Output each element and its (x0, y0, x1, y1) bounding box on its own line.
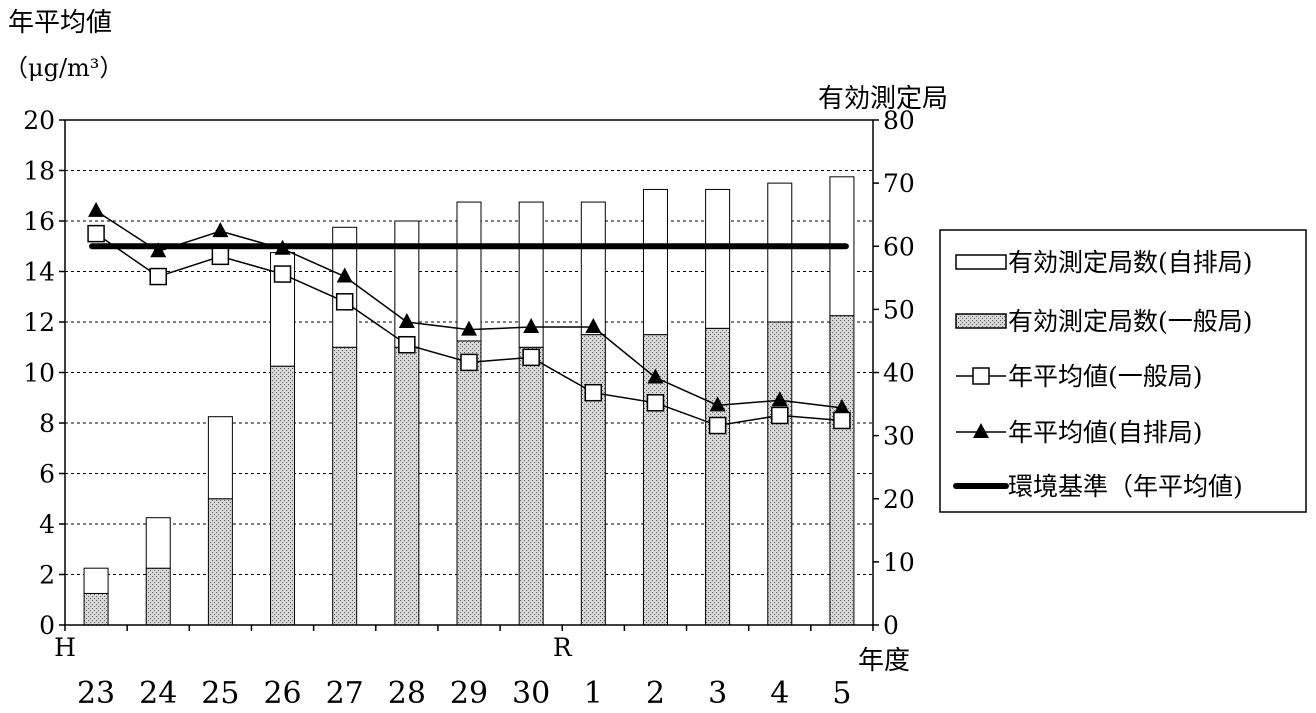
bar-general-6 (456, 340, 482, 626)
bar-general-10 (705, 327, 731, 626)
left-tick-label: 18 (23, 157, 55, 186)
marker-square-0 (87, 224, 105, 243)
bar-auto-8 (580, 201, 606, 336)
marker-square-5 (398, 335, 416, 354)
right-tick-label: 70 (883, 169, 915, 198)
right-tick-label: 80 (883, 106, 915, 135)
bar-auto-5 (394, 220, 420, 348)
bar-auto-11 (767, 182, 793, 323)
marker-square-4 (335, 293, 354, 311)
bar-auto-6 (456, 201, 482, 342)
marker-triangle-1 (150, 242, 167, 258)
legend-square-marker (972, 367, 990, 385)
marker-square-3 (273, 265, 292, 283)
left-tick-label: 20 (23, 106, 55, 135)
era-label: H (54, 633, 76, 662)
marker-triangle-10 (709, 396, 726, 412)
bar-general-7 (518, 346, 544, 626)
legend-label: 有効測定局数(一般局) (1008, 307, 1253, 336)
left-tick-label: 16 (23, 207, 55, 236)
marker-triangle-12 (833, 398, 850, 414)
marker-triangle-11 (771, 391, 788, 407)
x-tick-label: 26 (263, 676, 301, 711)
bar-general-8 (580, 334, 606, 626)
x-tick-label: 1 (584, 676, 603, 711)
bar-auto-10 (705, 188, 731, 329)
marker-square-10 (708, 416, 727, 435)
marker-triangle-5 (398, 313, 415, 328)
bar-general-3 (270, 365, 296, 626)
bar-general-11 (767, 321, 793, 626)
bar-general-0 (83, 592, 109, 626)
marker-triangle-7 (523, 318, 540, 334)
marker-square-12 (833, 411, 851, 430)
x-tick-label: 23 (77, 676, 115, 711)
marker-triangle-6 (461, 320, 477, 336)
legend-swatch-general-bar (955, 313, 1007, 329)
left-tick-label: 2 (39, 561, 55, 590)
marker-square-11 (771, 406, 789, 425)
legend-box (939, 229, 1307, 513)
right-tick-label: 10 (883, 548, 915, 577)
x-tick-label: 2 (646, 676, 665, 711)
legend-label: 年平均値(一般局) (1008, 362, 1203, 391)
marker-triangle-2 (212, 222, 229, 238)
bar-auto-9 (642, 188, 668, 336)
x-tick-label: 25 (201, 676, 239, 711)
legend-label: 年平均値(自排局) (1008, 418, 1203, 447)
x-tick-label: 27 (326, 676, 364, 711)
right-tick-label: 40 (883, 359, 915, 388)
x-tick-label: 3 (708, 676, 727, 711)
marker-triangle-9 (647, 368, 664, 384)
bar-auto-2 (207, 416, 233, 500)
left-tick-label: 8 (39, 409, 55, 438)
legend-triangle-marker (973, 423, 989, 438)
right-tick-label: 30 (883, 422, 915, 451)
left-tick-label: 10 (23, 359, 55, 388)
marker-square-2 (211, 247, 230, 266)
left-tick-label: 0 (39, 611, 55, 640)
right-tick-label: 0 (883, 611, 899, 640)
marker-square-8 (584, 383, 603, 402)
marker-square-6 (460, 353, 478, 372)
right-tick-label: 20 (883, 485, 915, 514)
bar-general-4 (332, 346, 358, 626)
legend: 有効測定局数(自排局) 有効測定局数(一般局) 年平均値(一般局) 年平均値(自排局)… (939, 229, 1307, 513)
x-tick-label: 5 (832, 676, 851, 711)
marker-triangle-3 (274, 239, 291, 255)
right-tick-label: 60 (883, 232, 915, 261)
right-tick-label: 50 (883, 295, 915, 324)
x-tick-label: 30 (512, 676, 550, 711)
bar-general-5 (394, 346, 420, 626)
bar-auto-1 (145, 517, 171, 569)
left-tick-label: 14 (23, 258, 55, 287)
left-tick-label: 12 (23, 308, 55, 337)
x-axis-unit: 年度 (858, 646, 911, 676)
bar-general-2 (207, 498, 233, 626)
left-tick-label: 4 (39, 510, 55, 539)
bar-general-12 (829, 315, 855, 626)
x-tick-label: 28 (388, 676, 426, 711)
legend-label: 有効測定局数(自排局) (1008, 248, 1253, 277)
marker-square-9 (646, 394, 665, 412)
x-tick-label: 24 (139, 676, 177, 711)
legend-swatch-auto-bar (955, 254, 1007, 270)
x-tick-label: 4 (770, 676, 789, 711)
marker-triangle-8 (585, 318, 602, 334)
marker-square-7 (522, 348, 540, 367)
left-axis-unit: （μg/m³） (4, 54, 124, 82)
marker-square-1 (149, 267, 167, 286)
legend-label: 環境基準（年平均値) (1008, 472, 1243, 501)
marker-triangle-4 (336, 267, 353, 283)
era-label: R (553, 633, 573, 662)
left-tick-label: 6 (39, 460, 55, 489)
x-tick-label: 29 (450, 676, 488, 711)
left-axis-title: 年平均値 (8, 8, 113, 38)
marker-triangle-0 (88, 201, 105, 217)
bar-general-1 (145, 567, 171, 626)
bar-auto-0 (83, 567, 109, 594)
right-axis-title: 有効測定局 (818, 84, 949, 114)
